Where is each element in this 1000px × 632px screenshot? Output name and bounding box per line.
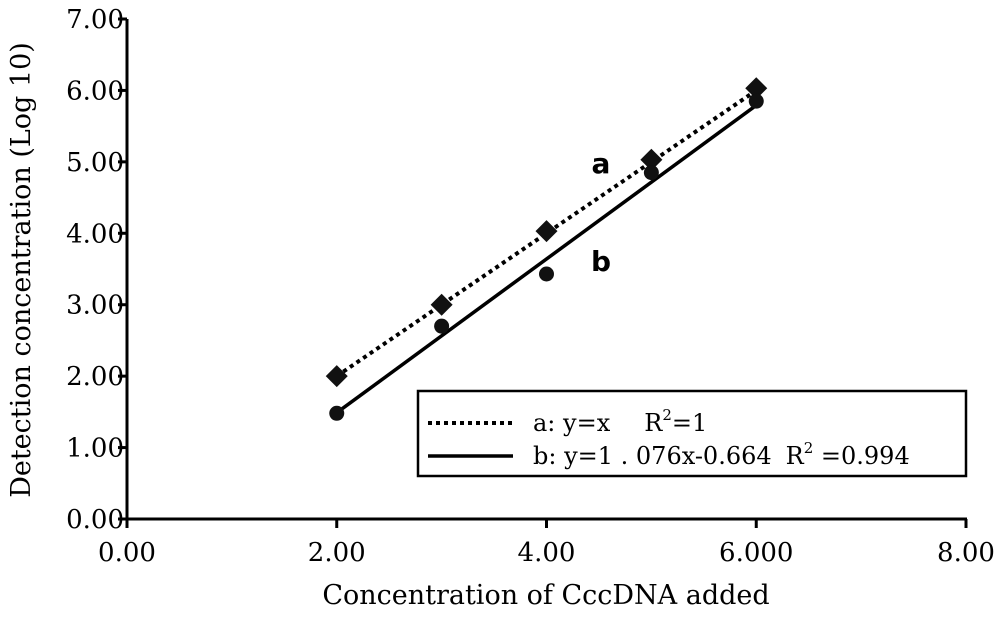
y-tick-label: 2.00 bbox=[66, 362, 124, 392]
legend-a-r-sup: 2 bbox=[662, 406, 672, 424]
x-tick-label: 8.00 bbox=[937, 538, 995, 568]
y-axis-title: Detection concentration (Log 10) bbox=[6, 42, 37, 498]
data-point-b bbox=[329, 405, 345, 421]
legend-box bbox=[416, 389, 968, 478]
legend-b-r-label: R bbox=[786, 442, 805, 470]
x-tick-label: 4.00 bbox=[518, 538, 576, 568]
legend-entry-b: b: y=1 . 076x-0.664 R2 =0.994 bbox=[533, 439, 910, 470]
fit-line-b bbox=[335, 103, 758, 415]
legend-a-r-value: =1 bbox=[672, 409, 707, 437]
data-point-b bbox=[748, 93, 764, 109]
legend-a-equation: a: y=x bbox=[533, 409, 611, 437]
x-tick-label: 6.000 bbox=[719, 538, 793, 568]
data-markers bbox=[325, 77, 768, 421]
legend-b-r-sup: 2 bbox=[804, 439, 814, 457]
x-ticks: 0.00 2.00 4.00 6.000 8.00 bbox=[98, 519, 995, 568]
series-b-tag: b bbox=[591, 245, 611, 278]
y-tick-label: 7.00 bbox=[66, 5, 124, 35]
data-point-a bbox=[325, 365, 348, 388]
data-point-a bbox=[430, 293, 453, 316]
y-tick-label: 3.00 bbox=[66, 291, 124, 321]
y-tick-label: 6.00 bbox=[66, 76, 124, 106]
y-ticks: 0.00 1.00 2.00 3.00 4.00 5.00 6.00 7.00 bbox=[66, 5, 127, 535]
data-point-a bbox=[745, 77, 768, 100]
data-point-a bbox=[535, 220, 558, 243]
legend-b-equation: b: y=1 . 076x-0.664 bbox=[533, 442, 772, 470]
fit-lines bbox=[335, 88, 758, 415]
y-tick-label: 1.00 bbox=[66, 434, 124, 464]
series-a-tag: a bbox=[592, 147, 611, 180]
legend-entry-a: a: y=x R2=1 bbox=[533, 406, 707, 437]
x-axis-title: Concentration of CccDNA added bbox=[322, 580, 769, 611]
data-point-b bbox=[539, 266, 554, 282]
x-tick-label: 0.00 bbox=[98, 538, 156, 568]
data-point-a bbox=[640, 148, 663, 171]
y-tick-label: 5.00 bbox=[66, 148, 124, 178]
legend-a-r-label: R bbox=[644, 409, 663, 437]
x-tick-label: 2.00 bbox=[308, 538, 366, 568]
data-point-b bbox=[643, 165, 659, 181]
legend: a: y=x R2=1 b: y=1 . 076x-0.664 R2 =0.994 bbox=[416, 389, 968, 478]
data-point-b bbox=[434, 318, 450, 334]
legend-b-r-value: =0.994 bbox=[813, 442, 909, 470]
y-tick-label: 0.00 bbox=[66, 505, 124, 535]
y-tick-label: 4.00 bbox=[66, 219, 124, 249]
